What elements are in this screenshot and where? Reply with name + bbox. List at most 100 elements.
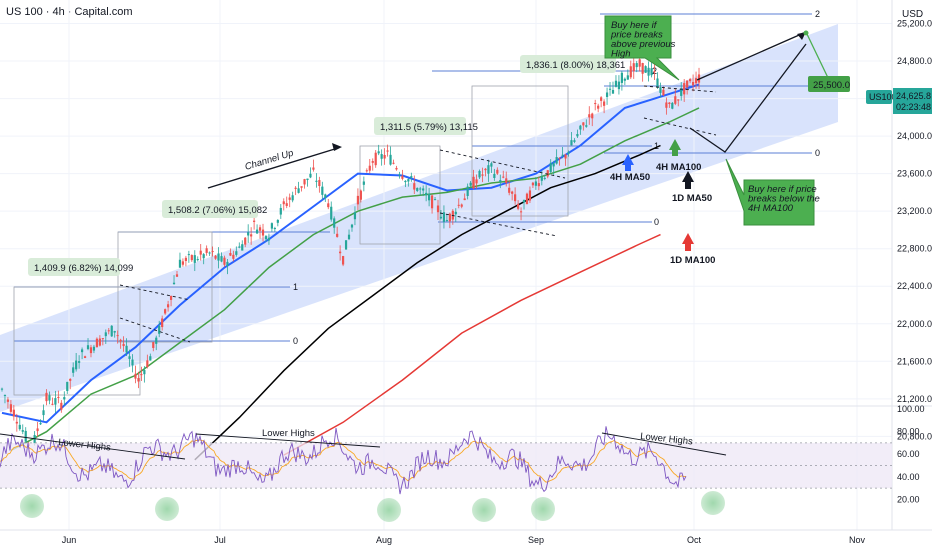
candle-body: [439, 216, 443, 219]
candle-body: [116, 335, 119, 337]
note-line: Buy here if: [611, 20, 658, 31]
candle-body: [540, 176, 543, 181]
candle-body: [496, 169, 499, 174]
candle-body: [353, 212, 357, 220]
ma-label: 1D MA50: [672, 193, 712, 204]
date-tick: Nov: [849, 535, 866, 545]
rsi-tick: 80.00: [897, 427, 920, 437]
candle-body: [39, 423, 42, 425]
candle-body: [336, 233, 339, 237]
ma-arrow-4h100: 4H MA100: [656, 139, 701, 173]
candle-body: [89, 347, 93, 354]
candle-body: [131, 359, 134, 366]
candle-body: [689, 79, 692, 82]
candle-body: [241, 244, 244, 251]
candle-body: [244, 237, 247, 245]
candle-body: [193, 255, 196, 263]
candle-body: [528, 190, 532, 201]
candle-body: [36, 428, 39, 432]
candle-body: [665, 102, 668, 108]
lower-highs-label: Lower Highs: [262, 428, 315, 439]
candle-body: [386, 150, 389, 152]
candle-body: [255, 229, 259, 234]
candle-body: [442, 212, 446, 222]
candle-body: [389, 154, 392, 165]
price-tick: 20,800.00: [897, 431, 932, 441]
note-line: breaks below the: [748, 194, 820, 205]
candle-body: [356, 195, 360, 205]
ma-arrow-4h50: 4H MA50: [610, 154, 650, 183]
price-tick: 22,400.00: [897, 281, 932, 291]
candle-body: [9, 404, 12, 412]
candle-body: [54, 398, 57, 405]
rsi-line: [0, 426, 687, 495]
candle-body: [214, 255, 217, 259]
candle-body: [309, 173, 312, 178]
note-line: High: [611, 49, 631, 60]
candle-body: [300, 186, 303, 188]
candle-body: [303, 179, 306, 185]
fib-label: 1: [654, 141, 659, 151]
candle-body: [208, 252, 211, 254]
candle-body: [69, 378, 72, 381]
candle-body: [573, 140, 576, 142]
ma-line-1d-ma50: [194, 144, 661, 461]
candle-body: [3, 394, 7, 396]
candle-body: [395, 167, 398, 170]
candle-body: [398, 174, 401, 176]
rally-text: 1,508.2 (7.06%) 15,082: [168, 205, 267, 216]
candle-body: [279, 207, 282, 215]
candle-body: [546, 170, 549, 177]
candle-body: [86, 345, 90, 350]
rsi-bottom-circles: [20, 491, 725, 522]
candle-body: [45, 392, 48, 402]
candle-body: [119, 339, 122, 342]
candle-body: [490, 163, 493, 167]
candle-body: [291, 195, 294, 201]
candle-body: [419, 188, 422, 190]
note-text: Buy here if price breaks above previous Hig…: [610, 20, 676, 60]
candle-body: [51, 403, 54, 405]
candle-body: [623, 78, 626, 81]
candle-body: [505, 178, 508, 183]
fib-label: 0: [654, 217, 659, 227]
candle-body: [401, 175, 404, 179]
price-tick: 21,200.00: [897, 394, 932, 404]
candle-body: [146, 360, 149, 368]
candle-body: [668, 102, 671, 104]
candle-body: [155, 337, 158, 344]
candle-body: [178, 259, 182, 268]
candle-body: [404, 180, 407, 183]
candle-body: [330, 206, 333, 220]
candle-body: [632, 63, 635, 72]
rally-text: 1,311.5 (5.79%) 13,115: [380, 122, 478, 133]
date-tick: Jun: [62, 535, 77, 545]
candle-body: [579, 125, 582, 130]
ma-line-4h-ma100: [10, 107, 700, 452]
candle-body: [250, 234, 253, 237]
candle-body: [416, 187, 419, 192]
candle-body: [247, 232, 250, 236]
candle-body: [534, 181, 537, 186]
candle-body: [659, 87, 662, 93]
candle-body: [235, 251, 238, 255]
candle-body: [428, 194, 431, 201]
fib-label: 2: [815, 9, 820, 19]
fib-label: 0: [815, 148, 820, 158]
candle-body: [282, 201, 285, 205]
candle-body: [324, 194, 327, 199]
candle-body: [113, 331, 116, 333]
candle-body: [469, 182, 472, 186]
rally-text: 1,836.1 (8.00%) 18,361: [526, 60, 625, 71]
candle-body: [537, 183, 540, 187]
candle-body: [270, 223, 274, 229]
candle-body: [229, 253, 232, 256]
candle-body: [78, 361, 81, 363]
rsi-pane: 20.00 40.00 60.00 80.00 100.00: [0, 404, 925, 504]
ma-label: 4H MA50: [610, 172, 650, 183]
candle-body: [122, 343, 125, 347]
date-tick: Aug: [376, 535, 392, 545]
candle-body: [683, 83, 686, 95]
candle-body: [258, 227, 262, 231]
date-tick: Sep: [528, 535, 544, 545]
